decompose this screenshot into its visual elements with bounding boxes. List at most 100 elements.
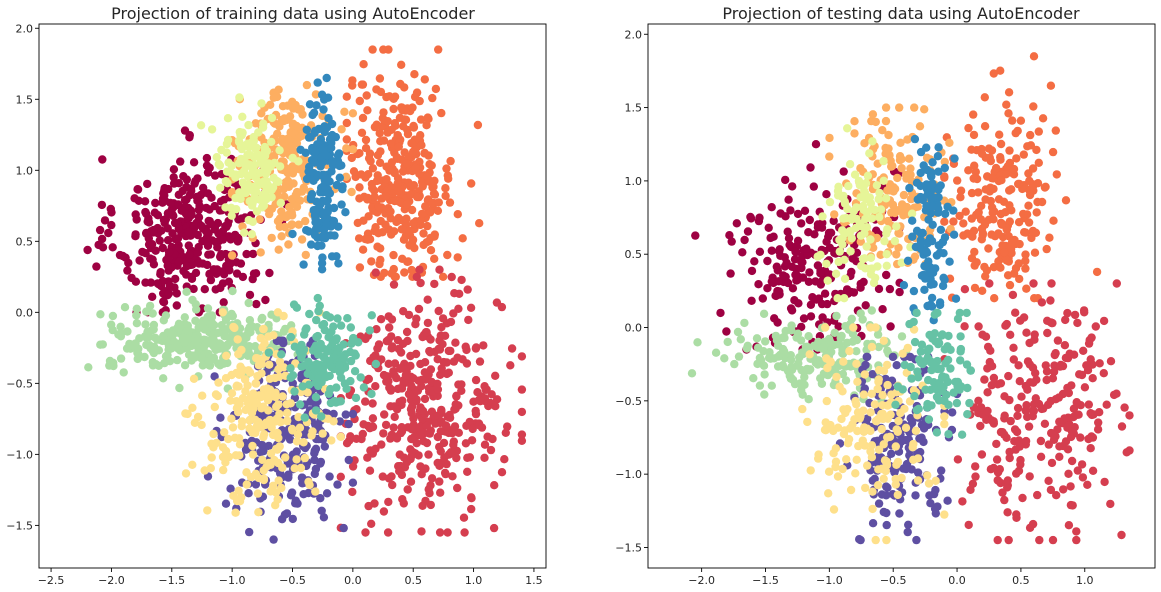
scatter-point	[274, 245, 283, 254]
scatter-point	[264, 348, 273, 357]
scatter-point	[181, 409, 190, 418]
scatter-point	[420, 394, 430, 404]
scatter-point	[416, 462, 425, 471]
scatter-point	[490, 481, 499, 490]
scatter-point	[852, 359, 861, 368]
scatter-point	[894, 228, 903, 238]
scatter-point	[265, 360, 274, 369]
scatter-point	[879, 156, 888, 166]
scatter-point	[435, 477, 444, 486]
scatter-point	[1011, 308, 1020, 317]
scatter-point	[433, 391, 442, 401]
scatter-point	[732, 219, 741, 228]
x-tick-label: −1.5	[752, 574, 779, 587]
scatter-point	[832, 372, 841, 382]
scatter-point	[989, 263, 999, 272]
scatter-point	[151, 333, 160, 342]
scatter-point	[874, 195, 883, 204]
scatter-point	[172, 301, 181, 310]
scatter-point	[185, 191, 195, 200]
scatter-point	[263, 164, 272, 174]
scatter-point	[1047, 279, 1056, 288]
scatter-point	[1028, 519, 1038, 529]
scatter-point	[1052, 491, 1061, 500]
scatter-point	[419, 229, 428, 238]
scatter-point	[278, 336, 288, 345]
scatter-point	[991, 163, 1001, 173]
scatter-point	[399, 122, 408, 131]
scatter-point	[325, 472, 334, 481]
scatter-point	[946, 364, 955, 373]
scatter-point	[874, 499, 884, 508]
scatter-point	[291, 191, 300, 200]
scatter-point	[409, 121, 418, 131]
scatter-point	[423, 113, 432, 122]
scatter-point	[435, 265, 444, 274]
scatter-point	[812, 295, 821, 304]
scatter-point	[317, 506, 326, 515]
scatter-point	[149, 225, 158, 235]
scatter-point	[772, 262, 781, 271]
scatter-point	[892, 460, 901, 469]
scatter-point	[406, 190, 415, 199]
scatter-point	[909, 439, 918, 449]
scatter-point	[840, 294, 849, 303]
scatter-point	[1067, 456, 1077, 466]
scatter-point	[928, 179, 937, 188]
scatter-point	[799, 314, 809, 323]
scatter-point	[1033, 197, 1042, 207]
scatter-point	[450, 405, 459, 414]
left-cluster-2	[342, 45, 484, 281]
scatter-point	[437, 323, 446, 332]
scatter-point	[374, 176, 383, 185]
scatter-point	[138, 247, 147, 257]
scatter-point	[392, 153, 402, 162]
scatter-point	[822, 190, 831, 199]
scatter-point	[474, 395, 484, 405]
scatter-point	[966, 366, 975, 375]
scatter-point	[384, 335, 393, 345]
scatter-point	[361, 334, 370, 344]
scatter-point	[326, 398, 336, 408]
scatter-point	[189, 158, 199, 167]
scatter-point	[806, 466, 815, 475]
scatter-point	[252, 399, 262, 408]
scatter-point	[336, 373, 346, 382]
scatter-point	[346, 323, 355, 332]
scatter-point	[222, 167, 232, 176]
scatter-point	[463, 467, 472, 476]
scatter-point	[269, 535, 278, 544]
scatter-point	[281, 453, 290, 462]
scatter-point	[879, 176, 888, 185]
scatter-point	[398, 254, 407, 263]
scatter-point	[931, 476, 940, 485]
scatter-point	[1045, 233, 1054, 242]
scatter-point	[1125, 446, 1134, 455]
scatter-point	[881, 103, 891, 112]
scatter-point	[882, 491, 891, 500]
scatter-point	[275, 409, 284, 419]
scatter-point	[258, 123, 268, 132]
scatter-point	[199, 342, 209, 351]
scatter-point	[97, 200, 107, 210]
scatter-point	[1025, 176, 1034, 186]
scatter-point	[249, 389, 258, 398]
scatter-point	[896, 138, 905, 147]
scatter-point	[159, 316, 168, 325]
scatter-point	[1018, 493, 1027, 503]
scatter-point	[956, 332, 965, 341]
scatter-point	[301, 250, 310, 260]
y-tick-label: 1.5	[625, 102, 643, 115]
scatter-point	[1088, 466, 1098, 475]
scatter-point	[895, 103, 904, 112]
scatter-point	[486, 445, 496, 455]
scatter-point	[418, 182, 427, 191]
scatter-point	[244, 215, 253, 225]
scatter-point	[209, 265, 218, 274]
scatter-point	[339, 523, 348, 533]
scatter-point	[1084, 434, 1093, 444]
scatter-point	[335, 417, 345, 426]
scatter-point	[141, 320, 150, 329]
scatter-point	[289, 300, 299, 309]
scatter-point	[140, 197, 150, 206]
